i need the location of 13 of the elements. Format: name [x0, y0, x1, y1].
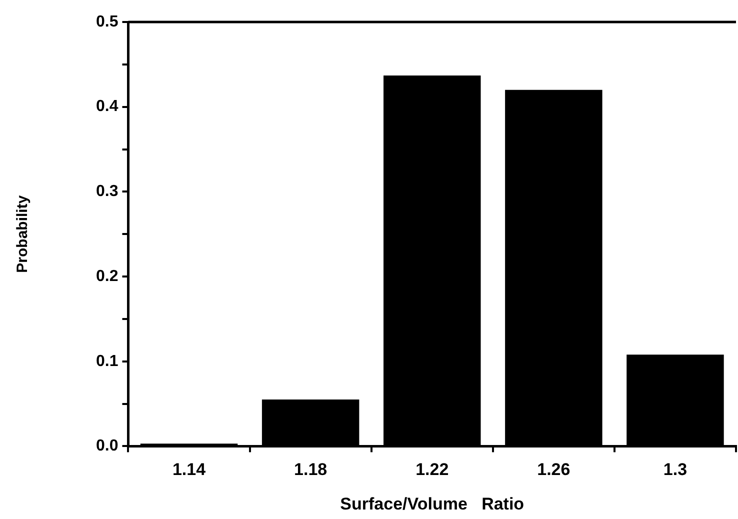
y-axis-title: Probability — [14, 194, 32, 273]
x-tick-label: 1.3 — [663, 460, 688, 480]
y-tick-label: 0.2 — [96, 268, 118, 285]
y-tick-label: 0.3 — [96, 183, 118, 200]
x-tick-label: 1.14 — [172, 460, 206, 480]
x-axis-title: Surface/Volume Ratio — [340, 494, 524, 514]
y-tick-label: 0.5 — [96, 13, 118, 30]
x-tick-label: 1.22 — [416, 460, 449, 480]
y-tick-label: 0.0 — [96, 438, 118, 455]
y-tick-label: 0.4 — [96, 98, 118, 116]
y-tick-label: 0.1 — [96, 352, 118, 370]
x-tick-label: 1.18 — [294, 460, 328, 480]
x-tick-label: 1.26 — [537, 460, 570, 480]
